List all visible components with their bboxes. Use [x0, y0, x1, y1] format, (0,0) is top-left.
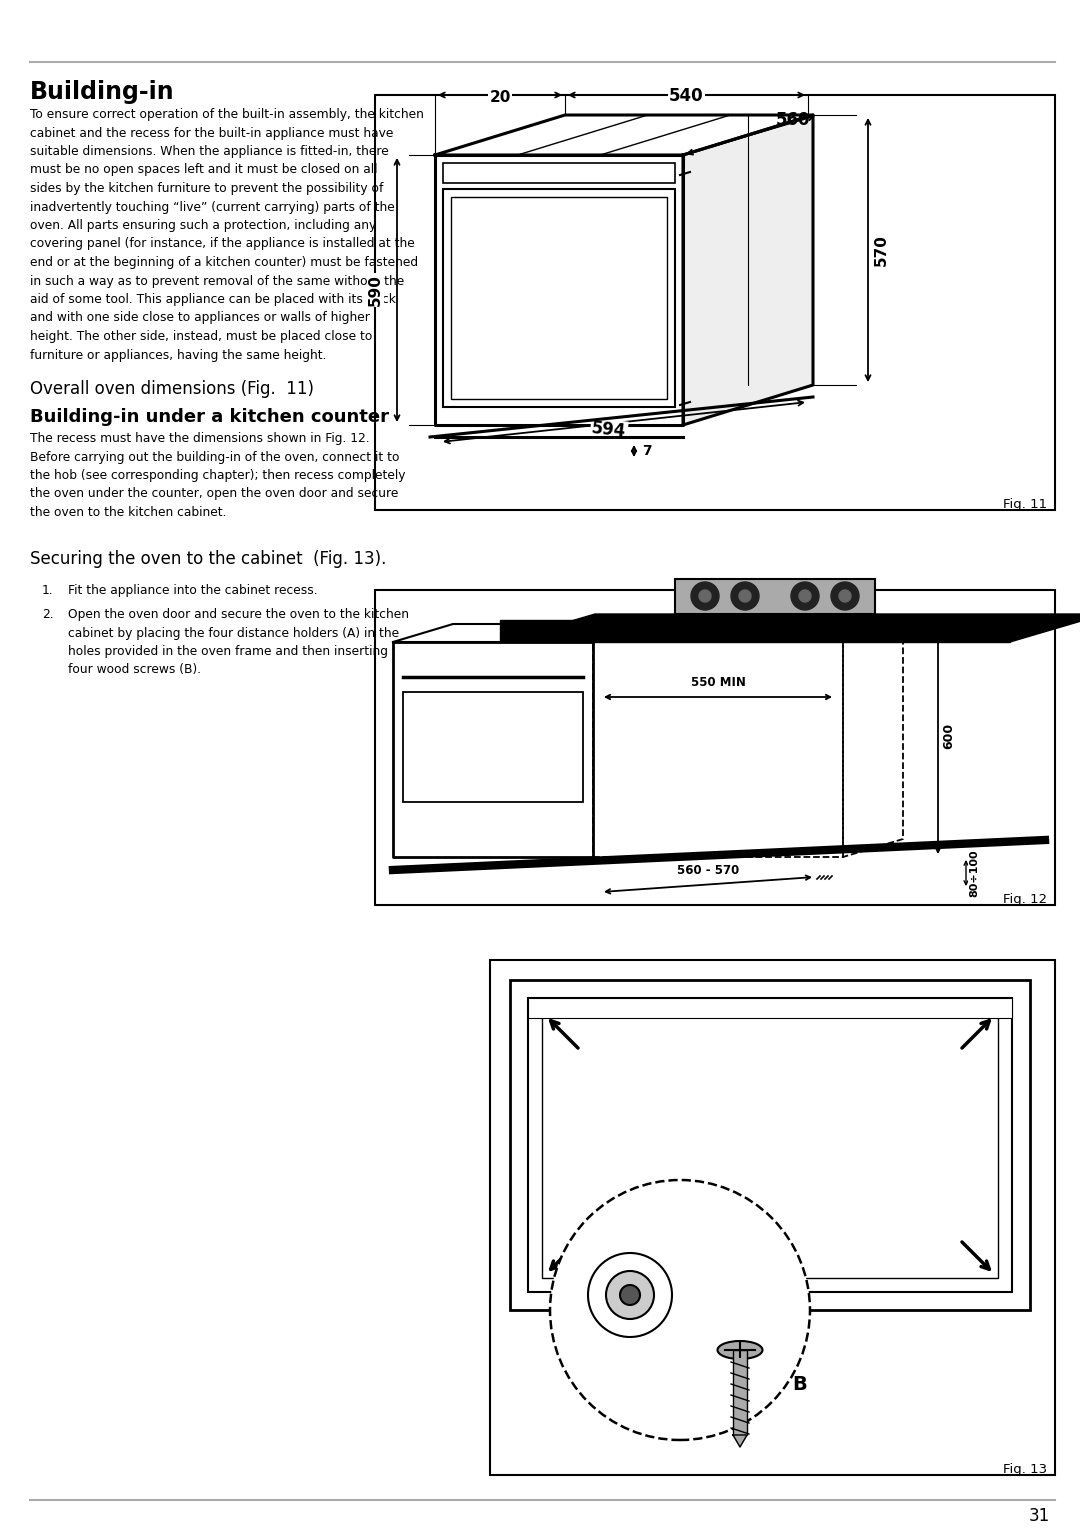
- Text: 550 MIN: 550 MIN: [690, 676, 745, 689]
- Bar: [451, 198, 667, 398]
- Polygon shape: [435, 155, 683, 424]
- Text: 590: 590: [368, 274, 383, 306]
- Circle shape: [831, 582, 859, 610]
- Bar: [733, 1350, 747, 1435]
- Text: inadvertently touching “live” (current carrying) parts of the: inadvertently touching “live” (current c…: [30, 201, 395, 213]
- Text: oven. All parts ensuring such a protection, including any: oven. All parts ensuring such a protecti…: [30, 219, 376, 231]
- Text: Securing the oven to the cabinet  (Fig. 13).: Securing the oven to the cabinet (Fig. 1…: [30, 550, 387, 568]
- Text: 31: 31: [1029, 1507, 1050, 1524]
- Bar: [375, 95, 1055, 510]
- Bar: [542, 1013, 998, 1278]
- Text: Open the oven door and secure the oven to the kitchen: Open the oven door and secure the oven t…: [68, 608, 409, 620]
- Circle shape: [588, 1253, 672, 1337]
- Text: covering panel (for instance, if the appliance is installed at the: covering panel (for instance, if the app…: [30, 237, 415, 251]
- Polygon shape: [500, 620, 1010, 642]
- Bar: [528, 997, 1012, 1291]
- Bar: [675, 579, 875, 614]
- Bar: [490, 961, 1055, 1475]
- Circle shape: [799, 590, 811, 602]
- Circle shape: [699, 590, 711, 602]
- Text: Fig. 11: Fig. 11: [1003, 498, 1047, 512]
- Text: 560: 560: [775, 110, 810, 129]
- Text: 80÷100: 80÷100: [969, 849, 978, 896]
- Text: Fit the appliance into the cabinet recess.: Fit the appliance into the cabinet reces…: [68, 584, 318, 597]
- Text: 560 - 570: 560 - 570: [677, 864, 739, 876]
- Text: 7: 7: [642, 444, 651, 458]
- Text: sides by the kitchen furniture to prevent the possibility of: sides by the kitchen furniture to preven…: [30, 182, 383, 195]
- Text: Before carrying out the building-in of the oven, connect it to: Before carrying out the building-in of t…: [30, 450, 400, 464]
- Text: height. The other side, instead, must be placed close to: height. The other side, instead, must be…: [30, 329, 373, 343]
- Text: 2.: 2.: [42, 608, 54, 620]
- Ellipse shape: [717, 1340, 762, 1359]
- Text: The recess must have the dimensions shown in Fig. 12.: The recess must have the dimensions show…: [30, 432, 369, 444]
- Text: A: A: [633, 1224, 648, 1242]
- Circle shape: [739, 590, 751, 602]
- Bar: [443, 162, 675, 182]
- Polygon shape: [393, 624, 653, 642]
- Bar: [510, 980, 1030, 1310]
- Text: furniture or appliances, having the same height.: furniture or appliances, having the same…: [30, 348, 326, 362]
- Text: Fig. 12: Fig. 12: [1003, 893, 1047, 905]
- Bar: [443, 188, 675, 408]
- Polygon shape: [435, 115, 813, 155]
- Text: 570: 570: [874, 234, 889, 267]
- Text: 540: 540: [670, 87, 704, 106]
- Text: end or at the beginning of a kitchen counter) must be fastened: end or at the beginning of a kitchen cou…: [30, 256, 418, 270]
- Text: 600: 600: [942, 723, 955, 749]
- Polygon shape: [683, 115, 813, 424]
- Text: Overall oven dimensions (Fig.  11): Overall oven dimensions (Fig. 11): [30, 380, 314, 398]
- Circle shape: [620, 1285, 640, 1305]
- Bar: [593, 642, 843, 856]
- Circle shape: [691, 582, 719, 610]
- Text: cabinet by placing the four distance holders (A) in the: cabinet by placing the four distance hol…: [68, 627, 400, 639]
- Text: 594: 594: [591, 420, 627, 441]
- Bar: [528, 997, 1012, 1017]
- Text: and with one side close to appliances or walls of higher: and with one side close to appliances or…: [30, 311, 369, 325]
- Bar: [375, 590, 1055, 905]
- Text: B: B: [793, 1376, 808, 1394]
- Circle shape: [606, 1272, 654, 1319]
- Polygon shape: [500, 614, 1080, 642]
- Text: holes provided in the oven frame and then inserting the: holes provided in the oven frame and the…: [68, 645, 411, 659]
- Text: suitable dimensions. When the appliance is fitted-in, there: suitable dimensions. When the appliance …: [30, 146, 389, 158]
- Text: Fig. 13: Fig. 13: [1003, 1463, 1047, 1475]
- Circle shape: [839, 590, 851, 602]
- Polygon shape: [393, 642, 593, 856]
- Text: the oven to the kitchen cabinet.: the oven to the kitchen cabinet.: [30, 506, 227, 519]
- Text: four wood screws (B).: four wood screws (B).: [68, 663, 201, 677]
- Circle shape: [550, 1180, 810, 1440]
- Text: Building-in under a kitchen counter: Building-in under a kitchen counter: [30, 408, 389, 426]
- Text: in such a way as to prevent removal of the same without the: in such a way as to prevent removal of t…: [30, 274, 404, 288]
- Text: cabinet and the recess for the built-in appliance must have: cabinet and the recess for the built-in …: [30, 127, 393, 139]
- Bar: [403, 692, 583, 801]
- Text: aid of some tool. This appliance can be placed with its back: aid of some tool. This appliance can be …: [30, 293, 396, 306]
- Text: the oven under the counter, open the oven door and secure: the oven under the counter, open the ove…: [30, 487, 399, 501]
- Text: To ensure correct operation of the built-in assembly, the kitchen: To ensure correct operation of the built…: [30, 107, 423, 121]
- Text: 1.: 1.: [42, 584, 54, 597]
- Circle shape: [731, 582, 759, 610]
- Text: the hob (see corresponding chapter); then recess completely: the hob (see corresponding chapter); the…: [30, 469, 405, 483]
- Text: 20: 20: [489, 90, 511, 106]
- Text: must be no open spaces left and it must be closed on all: must be no open spaces left and it must …: [30, 164, 378, 176]
- Text: Building-in: Building-in: [30, 80, 175, 104]
- Circle shape: [791, 582, 819, 610]
- Polygon shape: [733, 1435, 747, 1448]
